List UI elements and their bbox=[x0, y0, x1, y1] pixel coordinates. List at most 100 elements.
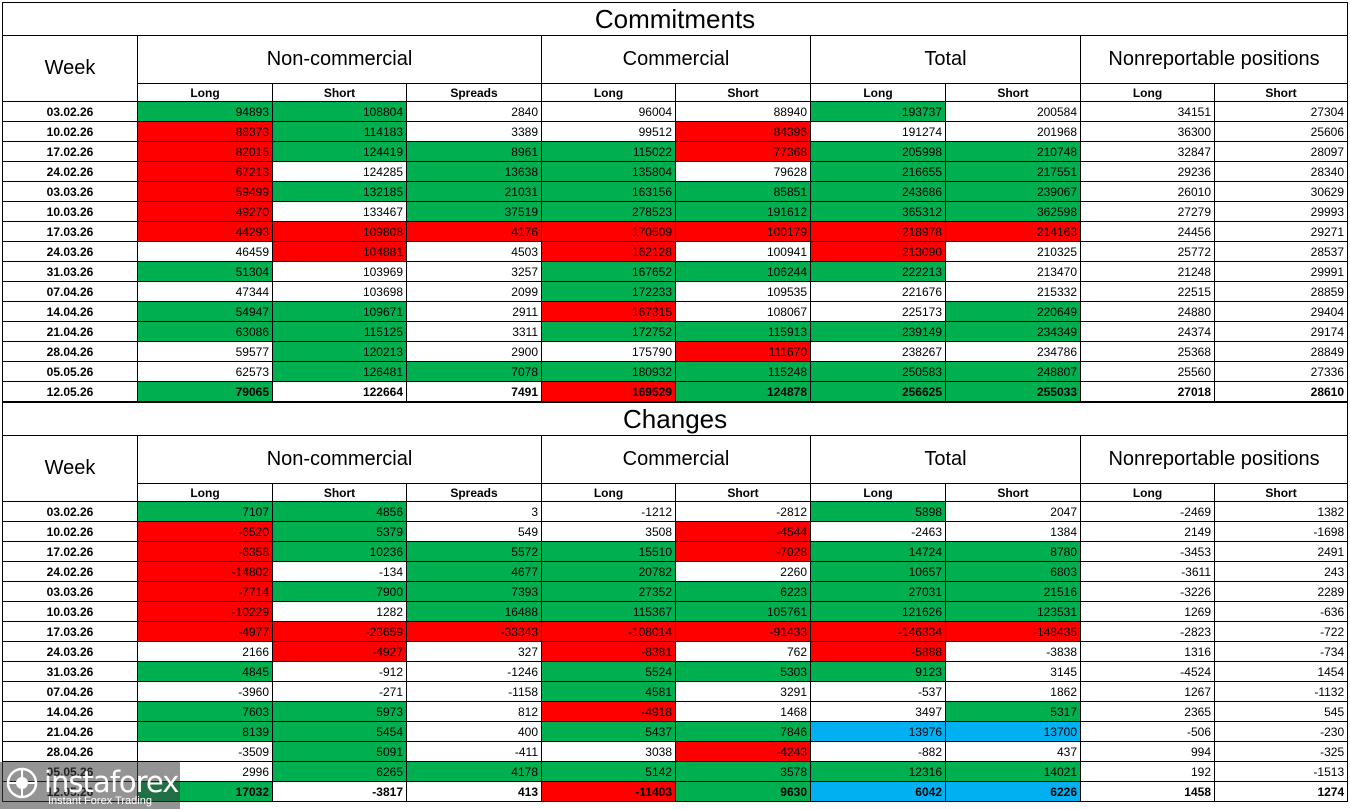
column-header: Short bbox=[1213, 83, 1349, 102]
value-cell: 13638 bbox=[406, 161, 542, 182]
value-cell: 5572 bbox=[406, 541, 542, 562]
value-cell: 3508 bbox=[541, 521, 676, 542]
table-row: 03.02.26 94893 108804 2840 96004 88940 193737 2… bbox=[2, 101, 1349, 122]
value-cell: 21516 bbox=[945, 581, 1081, 602]
value-cell: 5524 bbox=[541, 661, 676, 682]
value-cell: 1274 bbox=[1213, 781, 1349, 802]
table-row: 28.04.26 59577 120213 2900 175790 111670 23826… bbox=[2, 341, 1349, 362]
value-cell: 210748 bbox=[945, 141, 1081, 162]
value-cell: -3226 bbox=[1080, 581, 1215, 602]
group-header: Non-commercial bbox=[137, 35, 542, 84]
value-cell: 15510 bbox=[541, 541, 676, 562]
week-date: 21.04.26 bbox=[2, 721, 138, 742]
column-header: Short bbox=[945, 483, 1081, 502]
value-cell: 36300 bbox=[1080, 121, 1215, 142]
value-cell: 109808 bbox=[272, 221, 407, 242]
column-header: Long bbox=[541, 483, 676, 502]
value-cell: 191274 bbox=[810, 121, 946, 142]
value-cell: 162128 bbox=[541, 241, 676, 262]
value-cell: 167315 bbox=[541, 301, 676, 322]
value-cell: -325 bbox=[1213, 741, 1349, 762]
value-cell: 2149 bbox=[1080, 521, 1215, 542]
value-cell: 2491 bbox=[1213, 541, 1349, 562]
week-date: 07.04.26 bbox=[2, 281, 138, 302]
value-cell: 114183 bbox=[272, 121, 407, 142]
value-cell: -3960 bbox=[137, 681, 273, 702]
table-row: 10.03.26 -10229 1282 16488 115367 105761 12162… bbox=[2, 601, 1349, 622]
value-cell: 28097 bbox=[1213, 141, 1349, 162]
value-cell: -4918 bbox=[541, 701, 676, 722]
week-date: 05.05.26 bbox=[2, 361, 138, 382]
value-cell: 25606 bbox=[1213, 121, 1349, 142]
value-cell: -6520 bbox=[137, 521, 273, 542]
value-cell: 7900 bbox=[272, 581, 407, 602]
value-cell: 2365 bbox=[1080, 701, 1215, 722]
value-cell: -4927 bbox=[272, 641, 407, 662]
table-row: 24.02.26 -14802 -134 4677 20782 2260 10657 6803… bbox=[2, 561, 1349, 582]
column-header: Long bbox=[1080, 483, 1215, 502]
value-cell: 221676 bbox=[810, 281, 946, 302]
value-cell: 762 bbox=[675, 641, 811, 662]
value-cell: 243 bbox=[1213, 561, 1349, 582]
value-cell: 5973 bbox=[272, 701, 407, 722]
value-cell: 256625 bbox=[810, 381, 946, 402]
value-cell: 115248 bbox=[675, 361, 811, 382]
value-cell: -2469 bbox=[1080, 501, 1215, 522]
value-cell: 105761 bbox=[675, 601, 811, 622]
value-cell: 115367 bbox=[541, 601, 676, 622]
value-cell: 28610 bbox=[1213, 381, 1349, 402]
value-cell: 2260 bbox=[675, 561, 811, 582]
value-cell: 172752 bbox=[541, 321, 676, 342]
value-cell: 545 bbox=[1213, 701, 1349, 722]
value-cell: 34151 bbox=[1080, 101, 1215, 122]
value-cell: 10657 bbox=[810, 561, 946, 582]
value-cell: 100941 bbox=[675, 241, 811, 262]
value-cell: 106244 bbox=[675, 261, 811, 282]
value-cell: 239067 bbox=[945, 181, 1081, 202]
week-header: Week bbox=[2, 35, 138, 102]
value-cell: -734 bbox=[1213, 641, 1349, 662]
value-cell: 67213 bbox=[137, 161, 273, 182]
value-cell: -33343 bbox=[406, 621, 542, 642]
value-cell: -7028 bbox=[675, 541, 811, 562]
value-cell: -1698 bbox=[1213, 521, 1349, 542]
value-cell: 123531 bbox=[945, 601, 1081, 622]
value-cell: 5898 bbox=[810, 501, 946, 522]
column-header: Spreads bbox=[406, 83, 542, 102]
value-cell: 46459 bbox=[137, 241, 273, 262]
value-cell: 213090 bbox=[810, 241, 946, 262]
table-row: 17.02.26 82015 124419 8961 115022 77368 205998… bbox=[2, 141, 1349, 162]
value-cell: 3497 bbox=[810, 701, 946, 722]
value-cell: 99512 bbox=[541, 121, 676, 142]
value-cell: 88940 bbox=[675, 101, 811, 122]
value-cell: 21248 bbox=[1080, 261, 1215, 282]
value-cell: 96004 bbox=[541, 101, 676, 122]
value-cell: -4977 bbox=[137, 621, 273, 642]
table-row: 17.02.26 -6358 10236 5572 15510 -7028 14724 878… bbox=[2, 541, 1349, 562]
value-cell: 3145 bbox=[945, 661, 1081, 682]
table-row: 03.03.26 59499 132185 21031 163156 85851 24368… bbox=[2, 181, 1349, 202]
value-cell: 4178 bbox=[406, 761, 542, 782]
value-cell: -722 bbox=[1213, 621, 1349, 642]
value-cell: 400 bbox=[406, 721, 542, 742]
value-cell: 3038 bbox=[541, 741, 676, 762]
value-cell: -271 bbox=[272, 681, 407, 702]
week-date: 10.03.26 bbox=[2, 601, 138, 622]
value-cell: -3611 bbox=[1080, 561, 1215, 582]
value-cell: 20782 bbox=[541, 561, 676, 582]
value-cell: 24374 bbox=[1080, 321, 1215, 342]
value-cell: 2840 bbox=[406, 101, 542, 122]
group-header: Nonreportable positions bbox=[1079, 435, 1349, 484]
table-row: 17.03.26 44293 109808 4176 170509 100179 21897… bbox=[2, 221, 1349, 242]
value-cell: 14724 bbox=[810, 541, 946, 562]
value-cell: 3578 bbox=[675, 761, 811, 782]
value-cell: 47344 bbox=[137, 281, 273, 302]
value-cell: 79628 bbox=[675, 161, 811, 182]
value-cell: 238267 bbox=[810, 341, 946, 362]
value-cell: -4544 bbox=[675, 521, 811, 542]
value-cell: 278523 bbox=[541, 201, 676, 222]
value-cell: 243686 bbox=[810, 181, 946, 202]
week-date: 03.02.26 bbox=[2, 101, 138, 122]
value-cell: 217551 bbox=[945, 161, 1081, 182]
